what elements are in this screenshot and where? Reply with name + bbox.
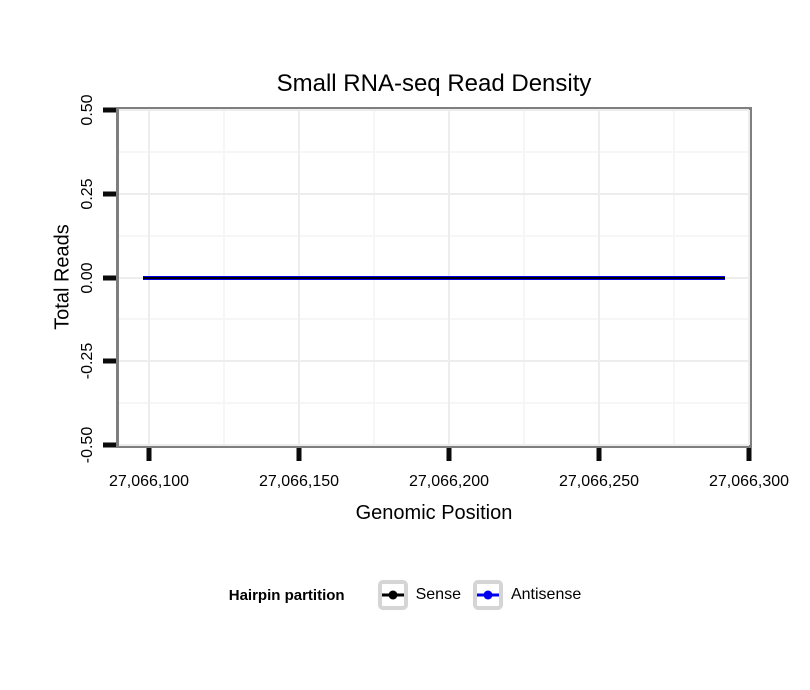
y-axis-title: Total Reads xyxy=(51,224,74,330)
x-axis-title: Genomic Position xyxy=(355,502,513,524)
x-tick-mark xyxy=(296,448,302,461)
legend-key-point-icon xyxy=(388,590,398,600)
y-axis-tick-labels: 0.50 0.25 0.00 -0.25 -0.50 xyxy=(77,94,99,463)
plot-panel xyxy=(116,107,752,448)
x-tick-mark xyxy=(146,448,152,461)
y-tick-mark xyxy=(103,442,116,448)
y-tick-mark xyxy=(103,107,116,113)
legend-item-sense: Sense xyxy=(377,580,461,610)
gridline-y-minor xyxy=(119,234,749,237)
y-axis-ticks xyxy=(103,107,116,448)
gridline-y-minor xyxy=(119,402,749,405)
x-tick-mark xyxy=(746,448,752,461)
legend-key-point-icon xyxy=(483,590,493,600)
chart-title: Small RNA-seq Read Density xyxy=(276,70,592,97)
gridline-y-minor xyxy=(119,150,749,153)
x-tick-label: 27,066,250 xyxy=(558,473,640,490)
series-line-sense xyxy=(143,276,725,279)
y-tick-label: 0.25 xyxy=(79,178,96,210)
y-tick-label: -0.50 xyxy=(79,426,96,464)
legend-item-label: Antisense xyxy=(510,586,582,603)
legend-items: Sense Antisense xyxy=(377,580,582,610)
y-tick-mark xyxy=(103,358,116,364)
y-tick-mark xyxy=(103,191,116,197)
legend-key-antisense xyxy=(472,580,503,610)
legend-item-antisense: Antisense xyxy=(472,580,582,610)
x-tick-label: 27,066,150 xyxy=(258,473,340,490)
gridline-x-major xyxy=(748,110,750,445)
legend: Hairpin partition Sense Antisense xyxy=(0,580,810,610)
x-tick-label: 27,066,100 xyxy=(108,473,190,490)
x-tick-mark xyxy=(596,448,602,461)
x-axis-tick-labels: 27,066,100 27,066,150 27,066,200 27,066,250… xyxy=(109,473,789,491)
y-tick-label: 0.00 xyxy=(79,261,96,294)
legend-key-sense xyxy=(377,580,408,610)
y-tick-label: -0.25 xyxy=(79,343,96,380)
gridline-y-major xyxy=(119,192,749,195)
x-tick-label: 27,066,300 xyxy=(708,473,790,490)
legend-title: Hairpin partition xyxy=(228,586,345,604)
gridline-y-major xyxy=(119,109,749,111)
x-tick-mark xyxy=(446,448,452,461)
gridline-y-minor xyxy=(119,318,749,321)
x-axis-ticks xyxy=(119,448,752,461)
gridline-y-major xyxy=(119,444,749,446)
gridline-y-major xyxy=(119,360,749,363)
y-tick-mark xyxy=(103,275,116,280)
legend-item-label: Sense xyxy=(415,586,461,603)
y-tick-label: 0.50 xyxy=(79,94,96,126)
x-tick-label: 27,066,200 xyxy=(408,473,490,490)
